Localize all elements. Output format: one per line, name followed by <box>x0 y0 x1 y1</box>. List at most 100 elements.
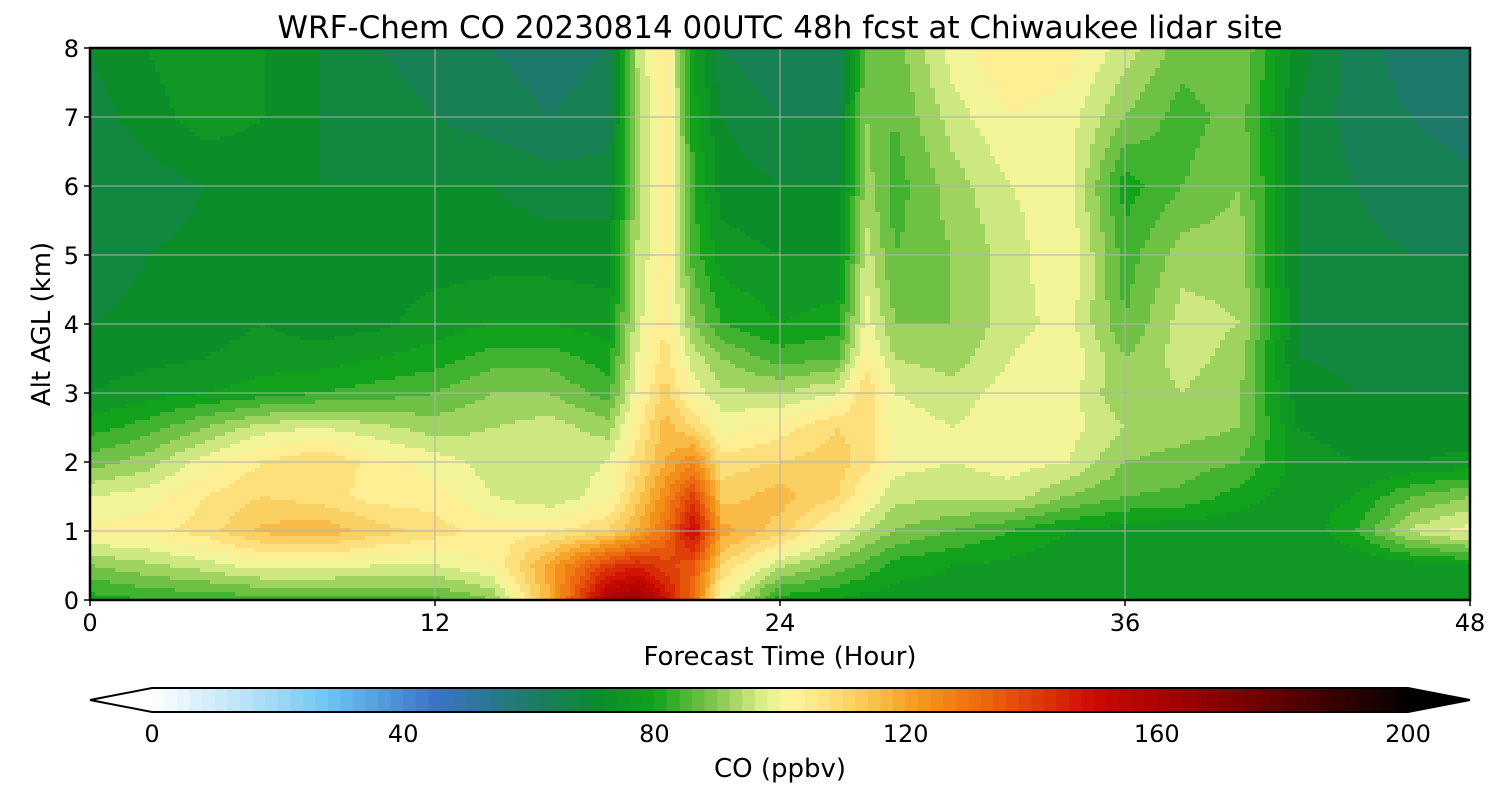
field-cell <box>735 72 741 77</box>
field-cell <box>1370 80 1376 85</box>
field-cell <box>555 48 561 53</box>
field-cell <box>1015 92 1021 97</box>
field-cell <box>420 84 426 89</box>
field-cell <box>1250 112 1256 117</box>
field-cell <box>175 112 181 117</box>
field-cell <box>1055 104 1061 109</box>
field-cell <box>1375 88 1381 93</box>
field-cell <box>1205 72 1211 77</box>
field-cell <box>980 64 986 69</box>
field-cell <box>1245 72 1251 77</box>
field-cell <box>965 116 971 121</box>
field-cell <box>215 76 221 81</box>
field-cell <box>900 108 906 113</box>
field-cell <box>865 100 871 105</box>
field-cell <box>1230 72 1236 77</box>
field-cell <box>700 100 706 105</box>
field-cell <box>1070 48 1076 53</box>
field-cell <box>245 64 251 69</box>
field-cell <box>610 80 616 85</box>
field-cell <box>1075 52 1081 57</box>
field-cell <box>710 48 716 53</box>
field-cell <box>650 112 656 117</box>
field-cell <box>635 104 641 109</box>
field-cell <box>1450 60 1456 65</box>
field-cell <box>930 80 936 85</box>
field-cell <box>345 92 351 97</box>
field-cell <box>425 52 431 57</box>
field-cell <box>365 112 371 117</box>
field-cell <box>1435 76 1441 81</box>
field-cell <box>375 76 381 81</box>
field-cell <box>545 96 551 101</box>
field-cell <box>965 72 971 77</box>
field-cell <box>1120 88 1126 93</box>
field-cell <box>1240 96 1246 101</box>
field-cell <box>715 80 721 85</box>
field-cell <box>610 76 616 81</box>
field-cell <box>425 60 431 65</box>
field-cell <box>965 100 971 105</box>
field-cell <box>1040 68 1046 73</box>
field-cell <box>190 116 196 121</box>
field-cell <box>895 72 901 77</box>
field-cell <box>430 100 436 105</box>
field-cell <box>140 92 146 97</box>
field-cell <box>590 108 596 113</box>
field-cell <box>520 84 526 89</box>
field-cell <box>1225 104 1231 109</box>
field-cell <box>1150 84 1156 89</box>
field-cell <box>1355 116 1361 121</box>
field-cell <box>565 108 571 113</box>
field-cell <box>445 112 451 117</box>
field-cell <box>745 96 751 101</box>
field-cell <box>430 48 436 53</box>
field-cell <box>245 108 251 113</box>
field-cell <box>1005 108 1011 113</box>
field-cell <box>880 80 886 85</box>
field-cell <box>640 104 646 109</box>
field-cell <box>835 84 841 89</box>
field-cell <box>1345 80 1351 85</box>
field-cell <box>855 112 861 117</box>
field-cell <box>240 96 246 101</box>
field-cell <box>535 48 541 53</box>
field-cell <box>590 68 596 73</box>
field-cell <box>1465 76 1471 81</box>
field-cell <box>825 84 831 89</box>
field-cell <box>930 108 936 113</box>
field-cell <box>745 100 751 105</box>
field-cell <box>815 48 821 53</box>
field-cell <box>1380 100 1386 105</box>
field-cell <box>815 116 821 121</box>
field-cell <box>1390 96 1396 101</box>
field-cell <box>965 52 971 57</box>
field-cell <box>455 76 461 81</box>
field-cell <box>1330 48 1336 53</box>
field-cell <box>820 64 826 69</box>
field-cell <box>1195 72 1201 77</box>
field-cell <box>665 96 671 101</box>
field-cell <box>230 84 236 89</box>
field-cell <box>660 112 666 117</box>
field-cell <box>1305 60 1311 65</box>
field-cell <box>1415 108 1421 113</box>
field-cell <box>320 96 326 101</box>
field-cell <box>995 60 1001 65</box>
field-cell <box>1025 104 1031 109</box>
field-cell <box>1080 88 1086 93</box>
field-cell <box>585 116 591 121</box>
field-cell <box>765 80 771 85</box>
field-cell <box>1060 100 1066 105</box>
field-cell <box>955 72 961 77</box>
field-cell <box>495 64 501 69</box>
field-cell <box>175 108 181 113</box>
field-cell <box>715 104 721 109</box>
field-cell <box>760 60 766 65</box>
field-cell <box>820 92 826 97</box>
field-cell <box>345 84 351 89</box>
field-cell <box>895 52 901 57</box>
field-cell <box>800 88 806 93</box>
field-cell <box>675 80 681 85</box>
field-cell <box>710 84 716 89</box>
